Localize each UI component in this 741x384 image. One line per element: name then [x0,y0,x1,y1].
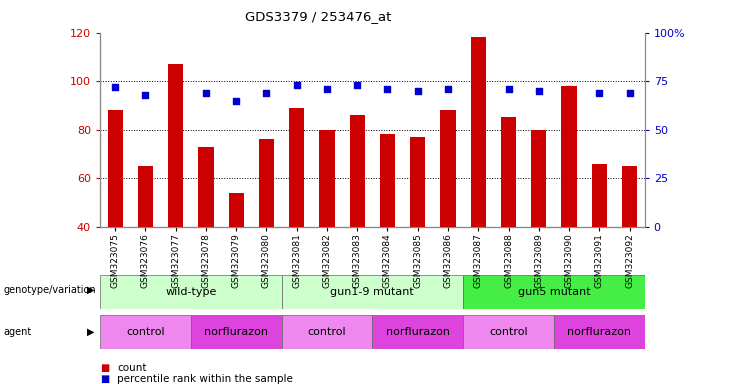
Bar [138,166,153,227]
Text: norflurazon: norflurazon [205,327,268,337]
Bar [463,315,554,349]
Text: control: control [489,327,528,337]
Point [533,88,545,94]
Point [442,86,454,92]
Bar [531,130,546,227]
Text: ■: ■ [100,363,109,373]
Bar [100,275,282,309]
Point [502,86,514,92]
Text: count: count [117,363,147,373]
Text: gun1-9 mutant: gun1-9 mutant [330,287,414,297]
Bar [622,166,637,227]
Bar [199,147,213,227]
Bar [373,315,463,349]
Text: ▶: ▶ [87,285,94,295]
Bar [259,139,274,227]
Point [321,86,333,92]
Text: percentile rank within the sample: percentile rank within the sample [117,374,293,384]
Bar [282,275,463,309]
Text: control: control [308,327,346,337]
Text: genotype/variation: genotype/variation [4,285,96,295]
Point [412,88,424,94]
Point [382,86,393,92]
Point [200,90,212,96]
Text: agent: agent [4,327,32,337]
Bar [350,115,365,227]
Text: ▶: ▶ [87,327,94,337]
Bar [191,315,282,349]
Text: control: control [126,327,165,337]
Bar [440,110,456,227]
Bar [100,315,191,349]
Point [261,90,273,96]
Text: norflurazon: norflurazon [386,327,450,337]
Point [230,98,242,104]
Bar [229,193,244,227]
Text: norflurazon: norflurazon [568,327,631,337]
Point [594,90,605,96]
Bar [168,64,183,227]
Bar [501,118,516,227]
Bar [463,275,645,309]
Point [624,90,636,96]
Point [563,86,575,92]
Bar [319,130,334,227]
Text: GDS3379 / 253476_at: GDS3379 / 253476_at [245,10,392,23]
Bar [282,315,372,349]
Text: ■: ■ [100,374,109,384]
Bar [289,108,305,227]
Bar [411,137,425,227]
Point [351,82,363,88]
Point [290,82,302,88]
Bar [107,110,123,227]
Bar [380,134,395,227]
Bar [554,315,645,349]
Point [472,78,484,84]
Bar [562,86,576,227]
Point [109,84,121,90]
Bar [592,164,607,227]
Point [139,92,151,98]
Text: gun5 mutant: gun5 mutant [517,287,591,297]
Text: wild-type: wild-type [165,287,216,297]
Bar [471,38,486,227]
Point [170,78,182,84]
